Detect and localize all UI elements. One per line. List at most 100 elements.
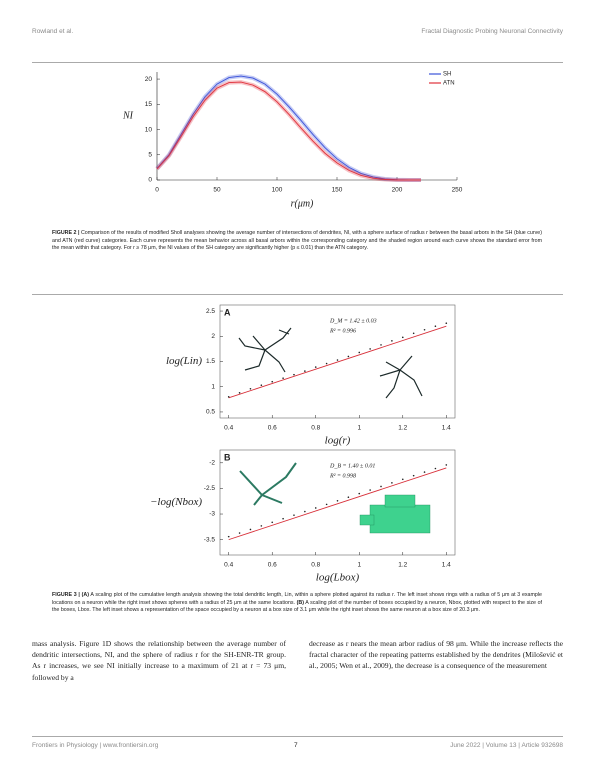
error-band — [155, 74, 421, 182]
x-tick-label: 1 — [357, 425, 361, 432]
fit-annotation: D_B = 1.40 ± 0.01 — [329, 462, 375, 469]
data-point — [293, 373, 295, 376]
running-title: Fractal Diagnostic Probing Neuronal Conn… — [421, 28, 563, 35]
x-tick-label: 0.6 — [268, 562, 277, 569]
data-point — [314, 507, 317, 509]
figure-rule — [32, 62, 563, 63]
data-point — [282, 517, 284, 520]
data-point — [423, 328, 426, 331]
neuron-inset — [239, 462, 297, 506]
x-tick-label: 1.4 — [442, 425, 451, 432]
data-point — [445, 322, 448, 324]
data-point — [369, 348, 371, 350]
caption-text: Comparison of the results of modified Sh… — [52, 230, 542, 252]
panel-label: A — [224, 307, 231, 317]
fit-annotation: R² = 0.998 — [329, 473, 356, 479]
x-tick-label: 200 — [392, 187, 403, 194]
data-point — [238, 532, 241, 534]
data-point — [347, 496, 350, 498]
y-tick-label: -2.5 — [204, 485, 216, 492]
caption-panel: (B) — [296, 599, 304, 606]
x-axis-label: log(r) — [325, 435, 351, 447]
x-tick-label: 0 — [155, 187, 159, 194]
error-band — [155, 80, 421, 182]
y-axis-label: log(Lin) — [166, 355, 202, 367]
x-tick-label: 0.4 — [224, 425, 233, 432]
data-point — [434, 325, 437, 328]
caption-text: A scaling plot of the cumulative length … — [52, 592, 542, 606]
fit-annotation: D_M = 1.42 ± 0.03 — [329, 317, 377, 324]
x-tick-label: 1 — [357, 562, 361, 569]
footer-rule — [32, 736, 563, 737]
data-point — [227, 535, 230, 538]
x-tick-label: 0.4 — [224, 562, 233, 569]
x-tick-label: 150 — [332, 187, 343, 194]
data-point — [391, 340, 393, 342]
body-column: mass analysis. Figure 1D shows the relat… — [32, 639, 286, 682]
data-point — [282, 377, 284, 379]
data-point — [227, 396, 230, 398]
y-axis-label: NI — [122, 110, 134, 121]
data-point — [293, 514, 295, 516]
x-tick-label: 1.2 — [398, 425, 407, 432]
data-point — [445, 464, 448, 466]
panel-frame — [219, 449, 456, 556]
page-number: 7 — [294, 742, 298, 749]
voxel-inset — [359, 494, 431, 534]
data-point — [401, 478, 404, 481]
data-point — [412, 332, 415, 335]
data-point — [336, 359, 339, 361]
caption-panel: (A) — [81, 592, 89, 598]
footer-journal: Frontiers in Physiology | www.frontiersi… — [32, 742, 159, 749]
y-tick-label: 0.5 — [206, 409, 215, 416]
y-tick-label: 1 — [211, 383, 215, 390]
y-tick-label: 20 — [145, 76, 153, 83]
x-tick-label: 1.2 — [398, 562, 407, 569]
fit-line — [228, 467, 447, 541]
data-point — [347, 355, 350, 358]
figure-rule — [32, 294, 563, 295]
y-tick-label: -3 — [209, 511, 215, 518]
caption-label: FIGURE 3 | — [52, 592, 80, 598]
data-point — [304, 370, 306, 372]
data-point — [238, 392, 241, 394]
data-point — [401, 336, 404, 339]
y-tick-label: 10 — [145, 126, 153, 133]
data-point — [369, 489, 371, 491]
data-point — [423, 471, 426, 473]
series-line — [156, 75, 421, 181]
figure-caption: FIGURE 2 | Comparison of the results of … — [52, 230, 542, 253]
caption-text: A scaling plot of the number of boxes oc… — [52, 599, 542, 614]
data-point — [380, 344, 382, 346]
y-tick-label: 0 — [148, 177, 152, 184]
x-axis-label: log(Lbox) — [316, 572, 360, 584]
x-tick-label: 1.4 — [442, 562, 451, 569]
y-tick-label: -2 — [209, 460, 215, 467]
data-point — [325, 503, 328, 506]
data-point — [304, 510, 306, 513]
fit-line — [228, 325, 447, 399]
x-tick-label: 50 — [213, 187, 221, 194]
data-point — [358, 351, 361, 354]
figure-caption: FIGURE 3 | (A) A scaling plot of the cum… — [52, 592, 542, 615]
caption-label: FIGURE 2 | — [52, 230, 80, 236]
fit-annotation: R² = 0.996 — [329, 328, 356, 334]
legend-label: SH — [443, 72, 451, 78]
panel-label: B — [224, 452, 231, 462]
series-line — [156, 81, 421, 181]
footer-issue: June 2022 | Volume 13 | Article 932698 — [450, 742, 563, 749]
data-point — [260, 525, 263, 527]
data-point — [412, 474, 415, 477]
y-tick-label: 15 — [145, 101, 153, 108]
running-author: Rowland et al. — [32, 28, 74, 35]
x-tick-label: 0.8 — [311, 425, 320, 432]
data-point — [271, 521, 274, 524]
y-axis-label: −log(Nbox) — [150, 496, 202, 508]
x-tick-label: 0.6 — [268, 425, 277, 432]
y-tick-label: 2.5 — [206, 308, 215, 315]
x-tick-label: 250 — [452, 187, 463, 194]
neuron-inset — [238, 327, 423, 399]
x-tick-label: 100 — [272, 187, 283, 194]
